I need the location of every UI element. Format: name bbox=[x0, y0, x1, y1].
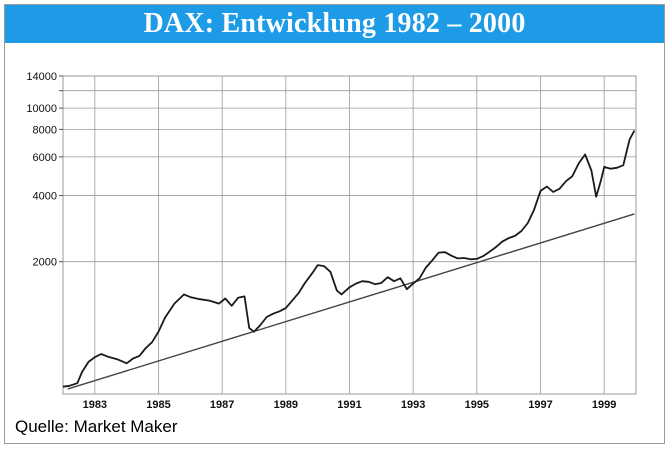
x-tick-label: 1997 bbox=[528, 399, 552, 411]
x-tick-label: 1995 bbox=[465, 399, 489, 411]
y-tick-label: 4000 bbox=[33, 191, 57, 203]
x-tick-label: 1991 bbox=[337, 399, 361, 411]
y-tick-label: 8000 bbox=[33, 124, 57, 136]
chart-frame: DAX: Entwicklung 1982 – 2000 2000 4000 600… bbox=[4, 4, 665, 444]
title-bar: DAX: Entwicklung 1982 – 2000 bbox=[5, 5, 664, 43]
source-label: Quelle: Market Maker bbox=[15, 417, 178, 436]
x-tick-label: 1987 bbox=[210, 399, 234, 411]
x-tick-label: 1989 bbox=[274, 399, 298, 411]
trend-line bbox=[67, 213, 635, 390]
dax-chart: 2000 4000 6000 8000 10000 14000 1983 1985 1987 19… bbox=[26, 71, 637, 411]
chart-title: DAX: Entwicklung 1982 – 2000 bbox=[143, 8, 526, 39]
y-tick-label: 2000 bbox=[33, 257, 57, 269]
dax-series-line bbox=[62, 130, 636, 388]
y-tick-label: 10000 bbox=[26, 103, 57, 115]
x-tick-label: 1993 bbox=[401, 399, 425, 411]
y-tick-label: 14000 bbox=[26, 71, 57, 83]
y-tick-label: 6000 bbox=[33, 152, 57, 164]
x-tick-label: 1999 bbox=[592, 399, 616, 411]
x-tick-label: 1985 bbox=[146, 399, 170, 411]
x-tick-label: 1983 bbox=[83, 399, 107, 411]
